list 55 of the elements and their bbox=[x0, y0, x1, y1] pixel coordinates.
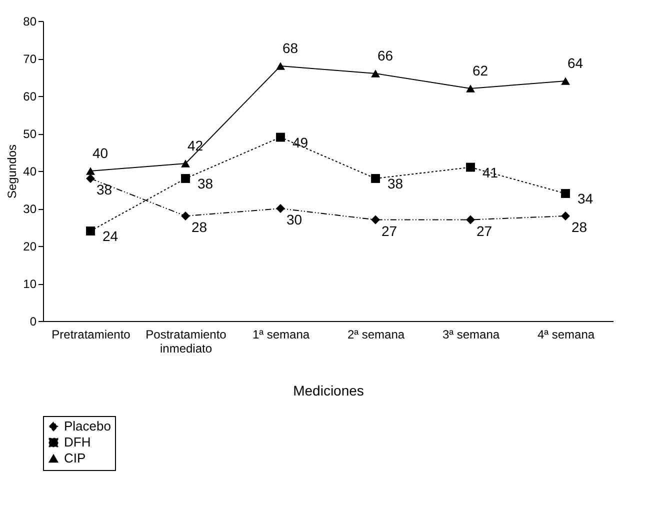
point bbox=[276, 62, 285, 70]
data-label: 28 bbox=[192, 219, 208, 235]
point bbox=[181, 174, 190, 183]
x-tick-label: 2ª semana bbox=[347, 328, 405, 342]
data-label: 24 bbox=[102, 228, 118, 244]
point bbox=[181, 160, 190, 168]
data-label: 28 bbox=[572, 219, 588, 235]
y-tick-label: 80 bbox=[23, 14, 37, 28]
data-label: 68 bbox=[282, 40, 298, 56]
legend-label: DFH bbox=[64, 434, 91, 450]
data-label: 42 bbox=[188, 138, 204, 154]
point bbox=[86, 226, 95, 236]
point bbox=[466, 162, 475, 172]
point bbox=[371, 215, 380, 224]
data-label: 27 bbox=[382, 222, 398, 239]
data-label: 38 bbox=[198, 176, 214, 192]
data-label: 40 bbox=[92, 145, 108, 161]
data-label: 27 bbox=[476, 222, 492, 239]
y-tick-label: 30 bbox=[23, 202, 37, 216]
x-tick-label: 1ª semana bbox=[252, 328, 310, 342]
y-tick-label: 50 bbox=[23, 127, 37, 141]
point bbox=[561, 189, 570, 198]
point bbox=[466, 84, 475, 92]
x-tick-label: 4ª semana bbox=[537, 328, 595, 342]
x-tick-label: Postratamiento inmediato bbox=[146, 328, 227, 356]
y-tick-label: 40 bbox=[23, 164, 37, 178]
y-tick-label: 60 bbox=[23, 90, 37, 104]
y-tick-label: 20 bbox=[23, 240, 37, 254]
data-label: 38 bbox=[388, 176, 404, 192]
point bbox=[86, 167, 95, 175]
data-label: 38 bbox=[96, 182, 112, 198]
y-tick-label: 10 bbox=[23, 277, 37, 291]
point bbox=[276, 132, 285, 142]
legend-label: Placebo bbox=[64, 418, 111, 434]
y-axis-title: Segundos bbox=[5, 144, 20, 199]
point bbox=[561, 77, 570, 85]
point bbox=[466, 215, 475, 224]
data-label: 30 bbox=[286, 212, 302, 228]
legend-label: CIP bbox=[64, 450, 86, 466]
data-label: 64 bbox=[568, 55, 584, 71]
x-axis-title: Mediciones bbox=[293, 382, 364, 398]
point bbox=[371, 174, 380, 183]
point bbox=[181, 212, 190, 220]
x-tick-label: 3ª semana bbox=[442, 328, 500, 342]
x-tick-label: Pretratamiento bbox=[52, 328, 131, 342]
data-label: 66 bbox=[378, 48, 394, 64]
data-label: 34 bbox=[578, 190, 594, 206]
point bbox=[561, 212, 570, 220]
y-tick-label: 70 bbox=[23, 52, 37, 66]
data-label: 62 bbox=[472, 62, 488, 78]
point bbox=[371, 70, 380, 78]
data-label: 49 bbox=[292, 134, 308, 150]
point bbox=[276, 204, 285, 213]
data-label: 41 bbox=[482, 164, 498, 180]
y-tick-label: 0 bbox=[30, 314, 37, 328]
